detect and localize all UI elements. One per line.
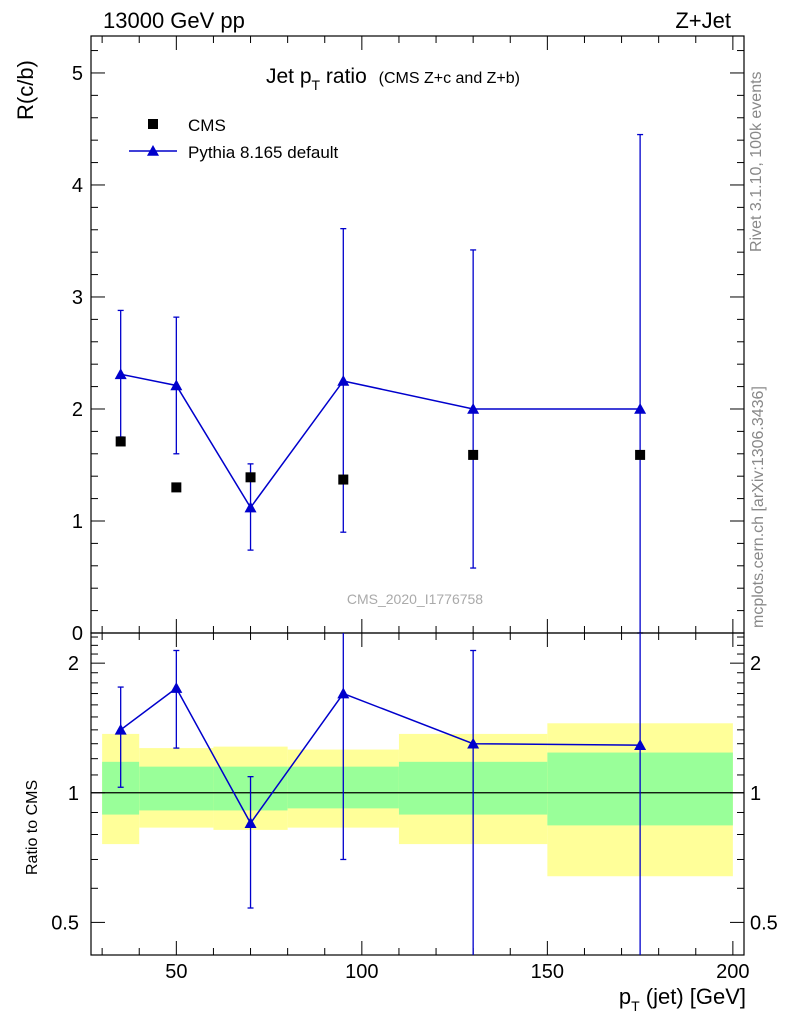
y-tick-label: 4 <box>72 175 83 197</box>
plot-title: Jet pT ratio (CMS Z+c and Z+b) <box>266 65 520 93</box>
ratio-panel: 50 100 150 200 0.5 0.5 1 1 2 2 <box>51 632 778 983</box>
ratio-point <box>337 687 350 699</box>
main-panel: 0 1 2 3 4 5 CMS Pythia 8.165 default <box>72 35 745 645</box>
data-point <box>115 436 126 447</box>
mc-point <box>170 379 183 391</box>
mc-point <box>114 368 127 380</box>
ratio-point <box>114 723 127 735</box>
plot-title-tail: ratio <box>320 65 367 88</box>
data-point <box>171 482 182 493</box>
x-axis-label: pT (jet) [GeV] <box>619 984 746 1014</box>
y-tick-label: 2 <box>68 653 79 675</box>
mc-point <box>634 402 647 414</box>
legend-label-data: CMS <box>188 116 226 135</box>
y-tick-label: 2 <box>72 399 83 421</box>
x-tick-label: 100 <box>345 961 378 983</box>
x-tick-label: 150 <box>531 961 564 983</box>
y-tick-label: 0 <box>72 623 83 645</box>
data-point <box>245 472 256 483</box>
mcplots-reference-text: mcplots.cern.ch [arXiv:1306.3436] <box>750 386 767 628</box>
x-axis-label-main: p <box>619 984 631 1009</box>
header-left: 13000 GeV pp <box>103 8 245 33</box>
y-tick-label-right: 1 <box>750 783 761 805</box>
ratio-frame <box>90 632 745 956</box>
data-point <box>338 474 349 485</box>
header-right: Z+Jet <box>675 8 731 33</box>
plot-title-main: Jet p <box>266 65 312 88</box>
x-axis-label-tail: (jet) [GeV] <box>640 984 746 1009</box>
rivet-version-text: Rivet 3.1.10, 100k events <box>748 71 765 252</box>
x-axis-label-sub: T <box>631 998 640 1014</box>
y-tick-label: 5 <box>72 63 83 85</box>
uncertainty-band-inner <box>139 766 214 811</box>
plot-title-detail: (CMS Z+c and Z+b) <box>379 70 520 87</box>
y-tick-label-right: 2 <box>750 653 761 675</box>
main-ylabel: R(c/b) <box>13 60 38 120</box>
analysis-watermark: CMS_2020_I1776758 <box>347 591 483 607</box>
ratio-point <box>170 682 183 693</box>
y-tick-label: 3 <box>72 287 83 309</box>
y-tick-label: 1 <box>72 511 83 533</box>
legend-label-mc: Pythia 8.165 default <box>188 143 339 162</box>
plot-title-sub: T <box>312 77 321 93</box>
mc-point <box>467 402 480 414</box>
legend-marker-data <box>148 119 158 129</box>
x-tick-label: 50 <box>165 961 187 983</box>
ratio-ylabel: Ratio to CMS <box>24 780 41 875</box>
ratio-point <box>244 817 257 828</box>
ratio-point <box>634 739 647 750</box>
ratio-point <box>467 737 480 749</box>
mc-point <box>337 374 350 386</box>
y-tick-label: 1 <box>68 783 79 805</box>
mc-point <box>244 501 257 513</box>
y-tick-label-right: 0.5 <box>750 912 778 934</box>
y-tick-label: 0.5 <box>51 912 79 934</box>
legend-marker-mc <box>147 145 159 156</box>
ratio-series-line <box>120 687 641 825</box>
mc-series-line <box>120 373 641 509</box>
data-point <box>635 449 646 460</box>
x-tick-label: 200 <box>716 961 749 983</box>
data-point <box>468 449 479 460</box>
